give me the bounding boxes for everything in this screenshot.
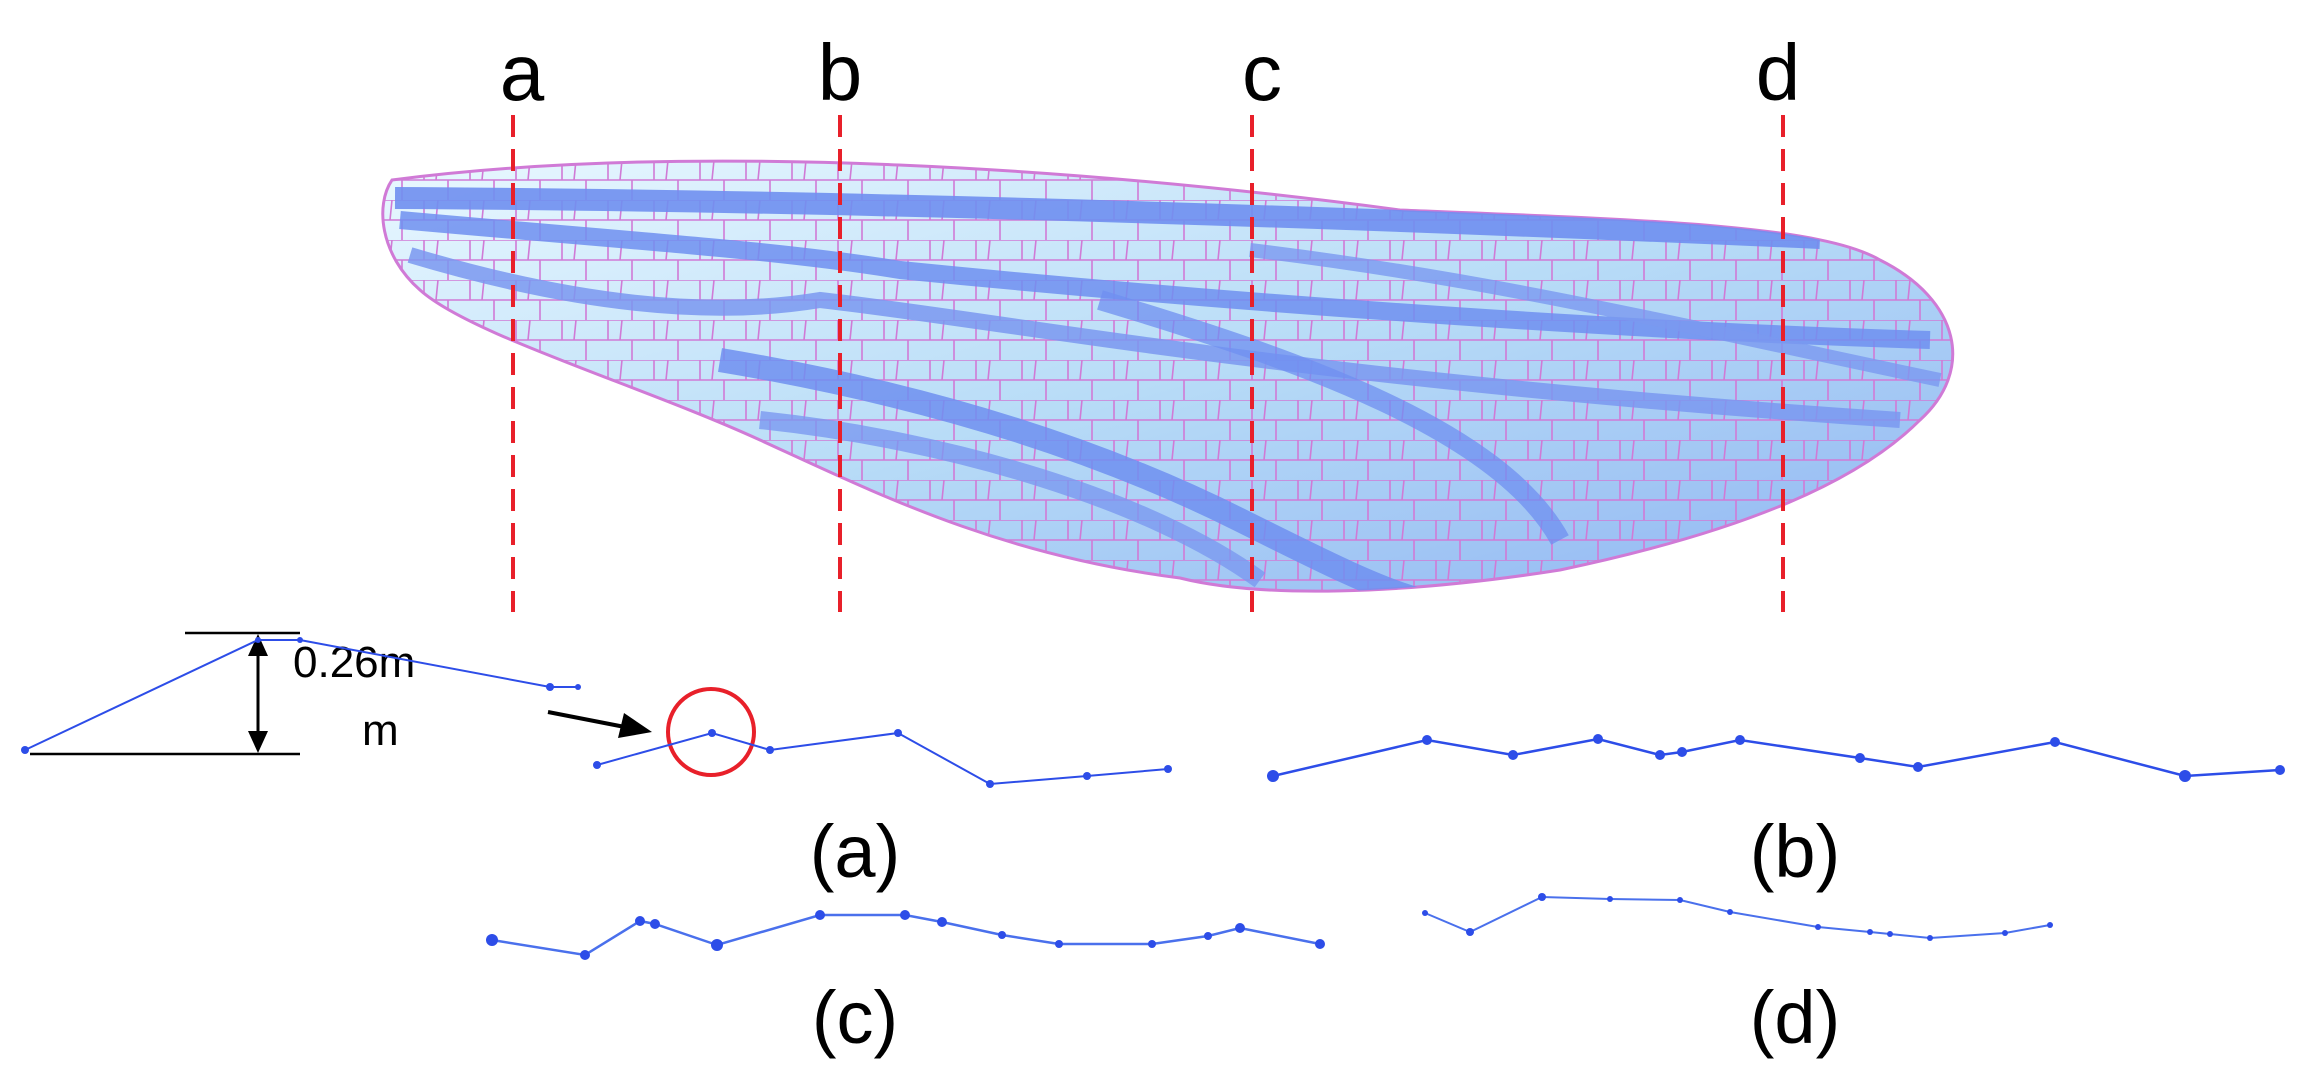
dimension-value: 0.26m <box>293 638 415 687</box>
callout-arrow-icon <box>618 713 652 738</box>
cut-line-b: b <box>818 28 863 612</box>
panel-label-a: (a) <box>810 810 900 893</box>
profile-d <box>1422 893 2053 941</box>
highlight-circle <box>666 687 756 777</box>
section-letter-d: d <box>1756 28 1801 117</box>
cut-line-c: c <box>1242 28 1282 612</box>
cut-line-a: a <box>500 28 545 612</box>
callout <box>547 687 756 777</box>
dimension-unit: m <box>362 706 399 755</box>
panel-label-b: (b) <box>1750 810 1840 893</box>
panel-label-c: (c) <box>812 976 898 1059</box>
dragonfly-wing <box>381 159 1955 593</box>
section-letter-c: c <box>1242 28 1282 117</box>
arrow-down-icon <box>248 731 268 753</box>
arrow-up-icon <box>248 634 268 656</box>
profile-c <box>486 910 1325 960</box>
profile-a <box>21 637 1172 788</box>
cut-line-d: d <box>1756 28 1801 612</box>
dimension-indicator: 0.26m m <box>30 631 415 756</box>
section-letter-b: b <box>818 28 863 117</box>
section-letter-a: a <box>500 28 545 117</box>
profile-b <box>1267 734 2285 782</box>
panel-label-d: (d) <box>1750 976 1840 1059</box>
